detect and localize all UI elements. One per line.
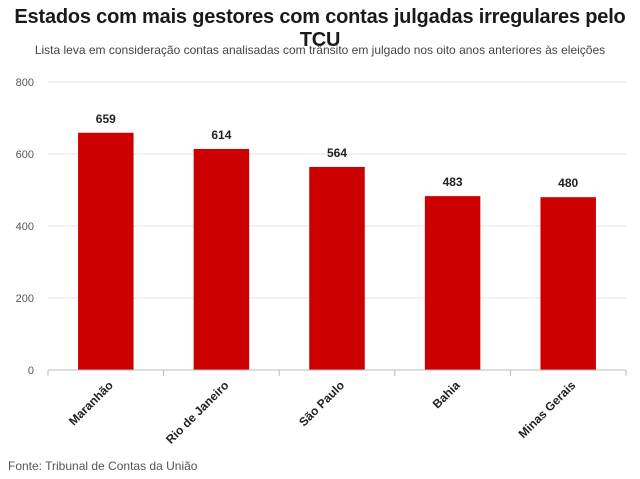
data-label: 483	[443, 175, 463, 189]
y-tick-label: 200	[16, 293, 34, 305]
bar	[193, 148, 250, 370]
y-tick-label: 800	[16, 77, 34, 89]
source-note: Fonte: Tribunal de Contas da União	[8, 459, 198, 473]
bar	[424, 196, 481, 370]
y-tick-label: 0	[28, 365, 34, 377]
data-label: 480	[558, 176, 578, 190]
x-tick-label: Bahia	[430, 378, 463, 411]
data-label: 564	[327, 146, 347, 160]
bar	[309, 166, 365, 370]
y-axis: 0 200 400 600 800	[16, 77, 34, 377]
x-tick-label: Maranhão	[66, 378, 116, 428]
bar	[540, 197, 596, 370]
chart-title: Estados com mais gestores com contas jul…	[14, 6, 626, 51]
y-tick-label: 600	[16, 149, 34, 161]
x-tick-label: São Paulo	[296, 378, 347, 429]
chart-subtitle: Lista leva em consideração contas analis…	[34, 43, 606, 57]
bar	[78, 132, 134, 370]
data-label: 659	[96, 112, 116, 126]
bars	[78, 132, 596, 370]
data-labels: 659 614 564 483 480	[96, 112, 579, 190]
data-label: 614	[211, 128, 231, 142]
x-axis: Maranhão Rio de Janeiro São Paulo Bahia Mina…	[47, 369, 627, 447]
x-tick-label: Minas Gerais	[516, 378, 579, 441]
y-tick-label: 400	[16, 221, 34, 233]
x-tick-label: Rio de Janeiro	[163, 378, 231, 446]
